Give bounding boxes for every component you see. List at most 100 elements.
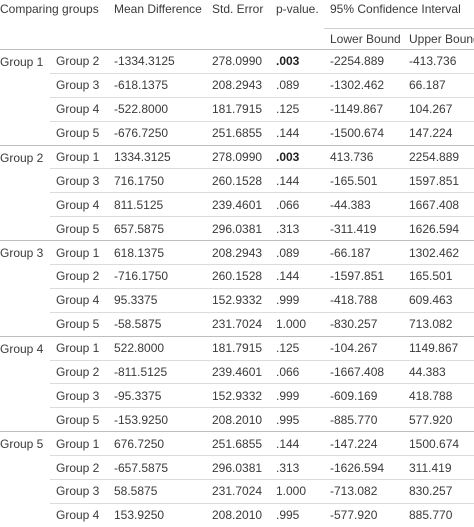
comparison-group-cell: Group 2 [50, 455, 108, 481]
mean-difference-cell: 95.3375 [108, 288, 206, 313]
table-row: Group 4 -522.8000 181.7915.125 -1149.867 104… [0, 97, 474, 122]
upper-bound-cell: 577.920 [409, 412, 453, 427]
p-value-cell: .144 [276, 126, 300, 141]
upper-bound-cell: 44.383 [403, 360, 474, 385]
upper-bound-cell: 609.463 [403, 288, 474, 313]
mean-difference-cell: -657.5875 [108, 455, 206, 481]
table-row: Group 5 -58.5875 231.7024 1.000 -830.257 713.… [0, 312, 474, 336]
p-value-cell: .995 [276, 412, 300, 427]
header-std-error: Std. Error [212, 2, 264, 16]
lower-bound-cell: -147.224 [324, 431, 403, 457]
comparison-group-cell: Group 3 [50, 479, 108, 504]
p-value-cell: .144 [270, 168, 324, 194]
table-row: Group 2 -657.5875 296.0381.313 -1626.594 311… [0, 455, 474, 481]
table-row: Group 2 -811.5125 239.4601.066 -1667.408 44.… [0, 360, 474, 385]
group-label: Group 3 [0, 240, 50, 337]
lower-bound-cell: -311.419 [330, 221, 377, 236]
upper-bound-cell: 311.419 [403, 455, 474, 481]
std-error-cell: 251.6855 [206, 431, 270, 457]
std-error-cell: 152.9332 [206, 383, 270, 409]
table-row: Group 3 -618.1375 208.2943.089 -1302.462 66.… [0, 73, 474, 98]
lower-bound-cell: -165.501 [324, 168, 403, 194]
group-label: Group 2 [0, 144, 50, 241]
std-error-cell: 152.9332 [206, 288, 270, 313]
upper-bound-cell: 1302.462 [403, 240, 474, 266]
table-row: Group 4 95.3375 152.9332.999 -418.788 609.46… [0, 288, 474, 313]
comparison-group-cell: Group 1 [50, 335, 108, 361]
mean-difference-cell: -1334.3125 [108, 49, 206, 74]
p-value-cell: .995 [276, 508, 300, 523]
p-value-cell: .313 [276, 221, 300, 236]
lower-bound-cell: -609.169 [324, 383, 403, 409]
upper-bound-cell: 1500.674 [403, 431, 474, 457]
lower-bound-cell: -2254.889 [324, 49, 403, 74]
upper-bound-cell: 418.788 [403, 383, 474, 409]
table-row: Group 4 811.5125 239.4601.066 -44.383 1667.4… [0, 192, 474, 218]
std-error-cell: 260.1528 [206, 168, 270, 194]
comparison-group-cell: Group 1 [50, 240, 108, 266]
comparison-group-cell: Group 5 [56, 126, 100, 141]
comparison-group-cell: Group 5 [56, 221, 100, 236]
comparison-group-cell: Group 3 [50, 383, 108, 409]
table-header: Comparing groups Mean Difference Std. Er… [0, 0, 474, 50]
p-value-cell: .125 [270, 335, 324, 361]
table-row: Group 1 Group 2 -1334.3125 278.0990.003 -225… [0, 49, 474, 146]
p-value-cell: .144 [270, 431, 324, 457]
mean-difference-cell: -153.9250 [114, 412, 169, 427]
group-label: Group 1 [0, 49, 50, 146]
comparison-group-cell: Group 5 [56, 317, 100, 332]
comparison-group-cell: Group 2 [50, 264, 108, 289]
std-error-cell: 239.4601 [206, 360, 270, 385]
mean-difference-cell: -618.1375 [108, 73, 206, 98]
lower-bound-cell: -1597.851 [324, 264, 403, 289]
table-body: Group 1 Group 2 -1334.3125 278.0990.003 -225… [0, 49, 474, 527]
mean-difference-cell: -676.7250 [114, 126, 169, 141]
std-error-cell: 181.7915 [206, 335, 270, 361]
lower-bound-cell: -1302.462 [324, 73, 403, 98]
upper-bound-cell: 713.082 [409, 317, 453, 332]
table-row: Group 5 Group 1 676.7250 251.6855.144 -147.2… [0, 431, 474, 527]
upper-bound-cell: -413.736 [403, 49, 474, 74]
comparison-group-cell: Group 1 [50, 431, 108, 457]
std-error-cell: 231.7024 [212, 317, 263, 332]
table-row: Group 5 657.5875 296.0381 .313 -311.419 1626.… [0, 217, 474, 241]
lower-bound-cell: -1626.594 [324, 455, 403, 481]
std-error-cell: 208.2943 [206, 240, 270, 266]
table-row: Group 2 -716.1750 260.1528.144 -1597.851 165… [0, 264, 474, 289]
p-value-cell: .003 [270, 49, 324, 74]
lower-bound-cell: -418.788 [324, 288, 403, 313]
table-row: Group 5 -676.7250 251.6855 .144 -1500.674 147… [0, 121, 474, 145]
upper-bound-cell: 66.187 [403, 73, 474, 98]
table-row: Group 3 -95.3375 152.9332.999 -609.169 418.7… [0, 383, 474, 409]
std-error-cell: 260.1528 [206, 264, 270, 289]
lower-bound-cell: -104.267 [324, 335, 403, 361]
comparison-group-cell: Group 2 [50, 360, 108, 385]
std-error-cell: 296.0381 [206, 455, 270, 481]
mean-difference-cell: -716.1750 [108, 264, 206, 289]
upper-bound-cell: 104.267 [403, 97, 474, 122]
mean-difference-cell: 811.5125 [108, 192, 206, 218]
upper-bound-cell: 885.770 [409, 508, 453, 523]
lower-bound-cell: -830.257 [330, 317, 378, 332]
table-row: Group 3 Group 1 618.1375 208.2943.089 -66.18… [0, 240, 474, 337]
mean-difference-cell: 657.5875 [114, 221, 165, 236]
mean-difference-cell: 153.9250 [114, 508, 165, 523]
group-label: Group 5 [0, 431, 50, 527]
comparison-group-cell: Group 4 [56, 508, 100, 523]
upper-bound-cell: 2254.889 [403, 144, 474, 170]
std-error-cell: 208.2010 [212, 508, 263, 523]
p-value-cell: 1.000 [270, 479, 324, 504]
std-error-cell: 208.2943 [206, 73, 270, 98]
p-value-cell: .144 [270, 264, 324, 289]
std-error-cell: 251.6855 [212, 126, 263, 141]
std-error-cell: 278.0990 [206, 49, 270, 74]
mean-difference-cell: -522.8000 [108, 97, 206, 122]
comparison-group-cell: Group 3 [50, 73, 108, 98]
lower-bound-cell: -66.187 [324, 240, 403, 266]
header-confidence-interval: 95% Confidence Interval [324, 0, 474, 29]
upper-bound-cell: 1149.867 [403, 335, 474, 361]
p-value-cell: .089 [270, 73, 324, 98]
comparison-group-cell: Group 2 [50, 49, 108, 74]
